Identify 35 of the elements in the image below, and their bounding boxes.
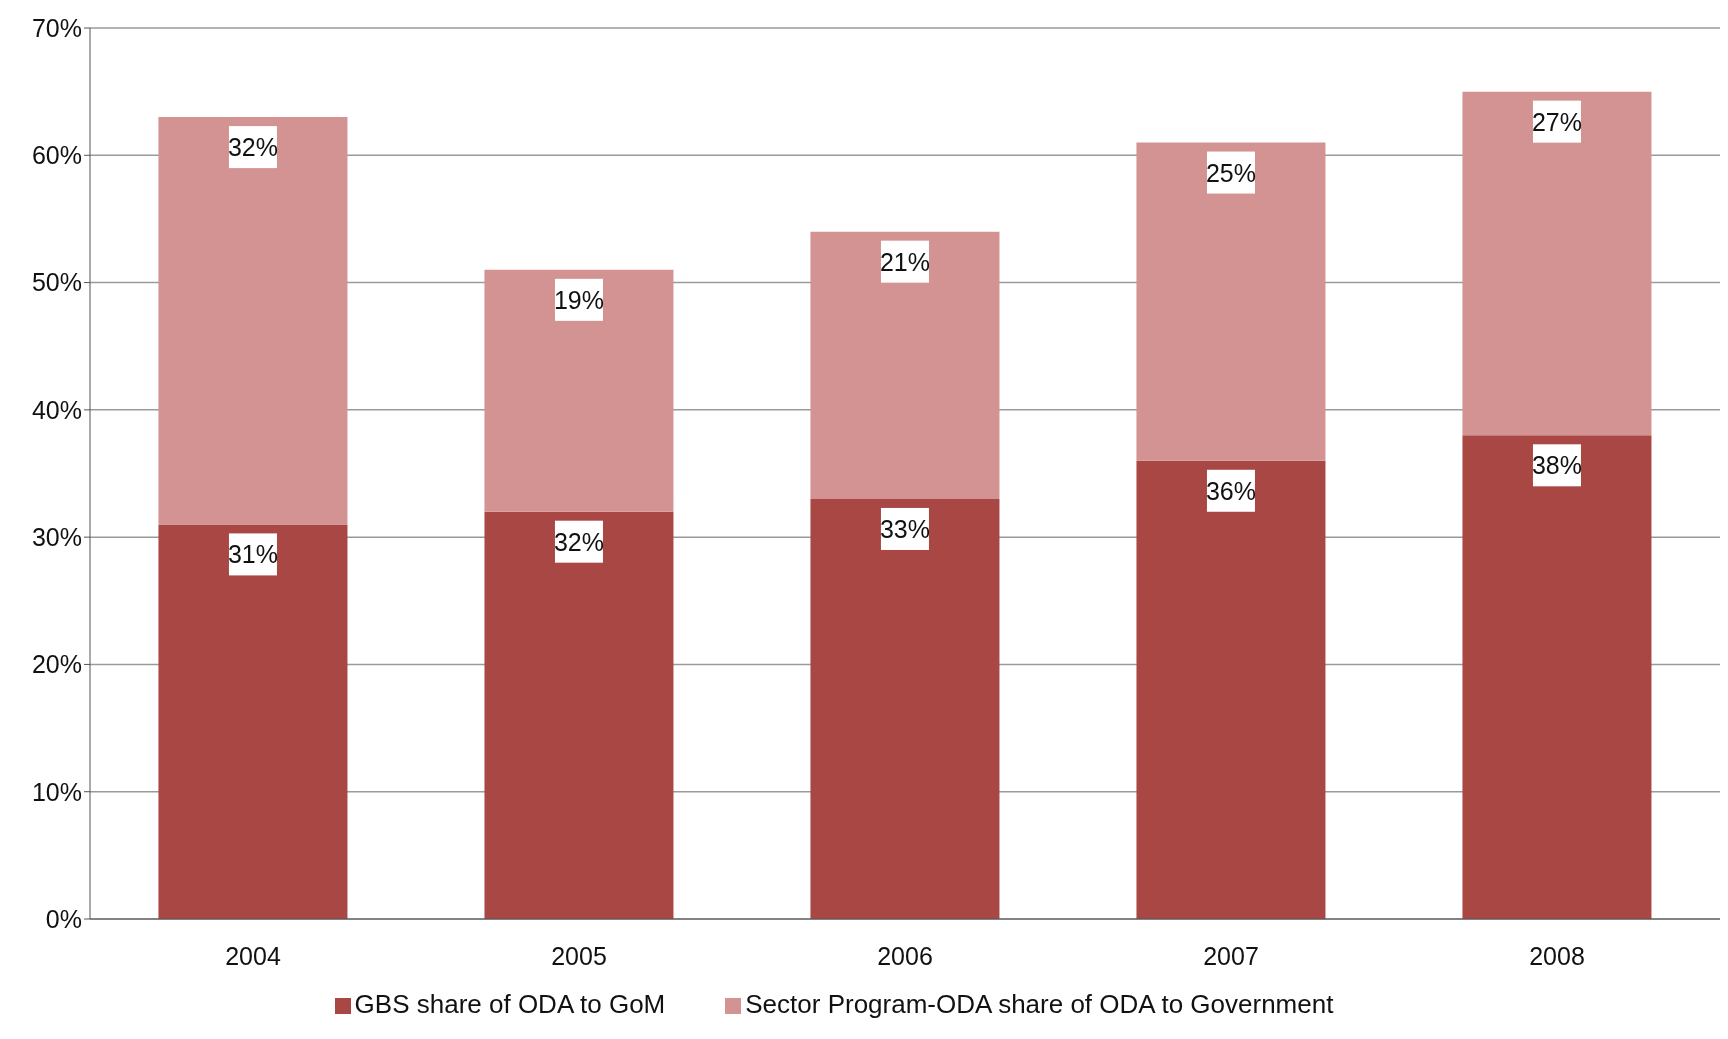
legend-label: GBS share of ODA to GoM [354,989,666,1019]
y-tick-label: 70% [31,13,82,42]
x-tick-label: 2006 [877,941,933,970]
bar [1462,435,1652,919]
data-label: 32% [227,133,278,162]
data-label: 19% [553,285,604,314]
x-tick-label: 2007 [1203,941,1259,970]
x-tick-label: 2008 [1529,941,1585,970]
y-tick-label: 40% [31,395,82,424]
data-label: 25% [1205,158,1256,187]
data-label: 36% [1205,476,1256,505]
x-tick-label: 2004 [225,941,281,970]
y-tick-label: 30% [31,523,82,552]
bar [158,117,348,525]
data-label: 21% [879,247,930,276]
y-tick-label: 0% [45,904,82,933]
y-tick-label: 50% [31,268,82,297]
data-label: 31% [227,540,278,569]
data-label: 27% [1531,107,1582,136]
y-tick-label: 20% [31,650,82,679]
bar [484,511,674,919]
bar [810,231,1000,499]
bar [1136,460,1326,919]
bar [158,524,348,919]
x-tick-label: 2005 [551,941,607,970]
bar [1136,142,1326,461]
bar [1462,91,1652,436]
bar [484,269,674,512]
bar [810,498,1000,919]
legend-label: Sector Program-ODA share of ODA to Government [745,989,1334,1019]
y-tick-label: 60% [31,141,82,170]
data-label: 33% [879,514,930,543]
y-tick-label: 10% [31,777,82,806]
data-label: 32% [553,527,604,556]
data-label: 38% [1531,451,1582,480]
